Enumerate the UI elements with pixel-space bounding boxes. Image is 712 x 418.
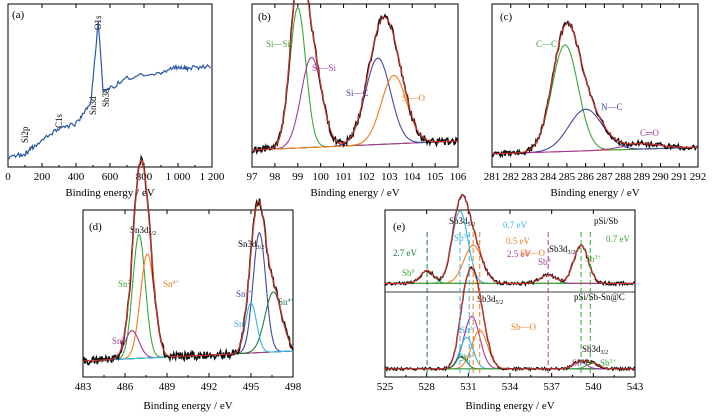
- label-e-sb3plus-bot: Sb3+: [460, 325, 477, 335]
- x-tick-label-a: 1 200: [200, 171, 225, 183]
- label-c-cc: C—C: [536, 39, 557, 49]
- x-tick-label-d: 486: [117, 381, 134, 393]
- x-tick-label-e: 540: [585, 381, 602, 393]
- component-peak-b-1: [252, 58, 458, 151]
- label-e-psisb: pSi/Sb: [594, 216, 619, 226]
- panel-e-letter: (e): [393, 221, 406, 233]
- x-tick-label-d: 489: [159, 381, 176, 393]
- label-e-sbo-top: Sb—O: [520, 248, 546, 258]
- x-tick-label-c: 288: [615, 171, 632, 183]
- label-e-sbo-bot: Sb—O: [511, 322, 537, 332]
- x-tick-label-b: 103: [381, 171, 398, 183]
- x-tick-label-c: 292: [690, 171, 707, 183]
- label-b-sisi-1: Si—Si: [266, 39, 291, 49]
- x-tick-label-e: 537: [543, 381, 560, 393]
- raw-data-line-c: [492, 22, 698, 156]
- x-axis-title-b: Binding energy / eV: [310, 187, 399, 199]
- x-tick-label-e: 534: [502, 381, 519, 393]
- x-axis-title-c: Binding energy / eV: [550, 187, 639, 199]
- x-tick-label-c: 282: [502, 171, 519, 183]
- x-axis-title-a: Binding energy / eV: [65, 187, 154, 199]
- x-tick-label-b: 105: [427, 171, 444, 183]
- fit-envelope-line-b: [252, 0, 458, 150]
- panel-a-letter: (a): [12, 9, 25, 21]
- label-e-shift-27: 2.7 eV: [393, 248, 417, 258]
- label-e-sb0-top-left: Sb0: [402, 268, 415, 278]
- panel-a-frame: [8, 4, 212, 167]
- x-tick-label-d: 495: [243, 381, 260, 393]
- label-e-shift-05: 0.5 eV: [506, 236, 530, 246]
- x-tick-label-b: 102: [358, 171, 375, 183]
- x-tick-label-b: 97: [247, 171, 259, 183]
- x-tick-label-a: 0: [5, 171, 11, 183]
- x-tick-label-e: 528: [418, 381, 435, 393]
- x-tick-label-d: 483: [75, 381, 92, 393]
- x-axis-title-d: Binding energy / eV: [143, 400, 232, 412]
- component-peak-e-1-0: [385, 316, 635, 369]
- survey-spectrum-line: [8, 21, 211, 159]
- component-peak-b-2: [252, 58, 458, 150]
- x-tick-label-a: 400: [68, 171, 85, 183]
- component-peak-b-3: [252, 75, 458, 150]
- label-d-sn4plus-b: Sn4+: [278, 297, 295, 307]
- label-e-shift-07-a: 0.7 eV: [503, 220, 527, 230]
- x-tick-label-b: 100: [312, 171, 329, 183]
- x-tick-label-c: 285: [559, 171, 576, 183]
- x-axis-title-e: Binding energy / eV: [465, 400, 554, 412]
- label-d-sn4plus-a: Sn4+: [163, 279, 180, 289]
- x-tick-label-b: 101: [335, 171, 352, 183]
- xps-figure: (a) (b) (c) (d) (e) Binding energy / eV …: [0, 0, 712, 418]
- label-c-co: C═O: [640, 128, 659, 138]
- x-tick-label-b: 99: [292, 171, 304, 183]
- x-tick-label-a: 200: [34, 171, 51, 183]
- component-peak-c-0: [492, 45, 698, 154]
- x-tick-label-c: 289: [634, 171, 651, 183]
- x-tick-label-b: 98: [269, 171, 281, 183]
- label-e-shift-07-b: 0.7 eV: [606, 234, 630, 244]
- x-tick-label-c: 283: [521, 171, 538, 183]
- x-tick-label-a: 1 000: [166, 171, 191, 183]
- x-tick-label-c: 291: [671, 171, 688, 183]
- panel-b-letter: (b): [258, 11, 271, 23]
- x-tick-label-a: 600: [102, 171, 119, 183]
- label-c-nc: N—C: [601, 102, 623, 112]
- panel-d-letter: (d): [89, 221, 102, 233]
- x-tick-label-e: 543: [627, 381, 644, 393]
- panel-c-letter: (c): [500, 11, 513, 23]
- x-tick-label-c: 287: [596, 171, 613, 183]
- x-tick-label-c: 284: [540, 171, 557, 183]
- x-tick-label-d: 492: [201, 381, 218, 393]
- x-tick-label-d: 498: [285, 381, 302, 393]
- fit-envelope-line-c: [492, 23, 698, 153]
- raw-data-line-e-1: [385, 267, 635, 370]
- label-e-sb3d32-bot: Sb3d3/2: [582, 344, 608, 356]
- x-tick-label-b: 106: [450, 171, 467, 183]
- x-tick-label-c: 286: [577, 171, 594, 183]
- component-peak-d-4: [83, 292, 293, 361]
- x-tick-label-b: 104: [404, 171, 421, 183]
- label-e-psisb-snc: pSi/Sb-Sn@C: [574, 292, 625, 302]
- x-tick-label-e: 525: [377, 381, 394, 393]
- label-c1s: C1s: [54, 113, 64, 128]
- x-tick-label-e: 531: [460, 381, 477, 393]
- label-d-sn2plus-b: Sn2+: [236, 289, 253, 299]
- label-si2p: Si2p: [20, 126, 30, 143]
- x-tick-label-c: 290: [652, 171, 669, 183]
- x-tick-label-c: 281: [484, 171, 501, 183]
- label-e-sb3d32-top: Sb3d3/2: [549, 244, 575, 256]
